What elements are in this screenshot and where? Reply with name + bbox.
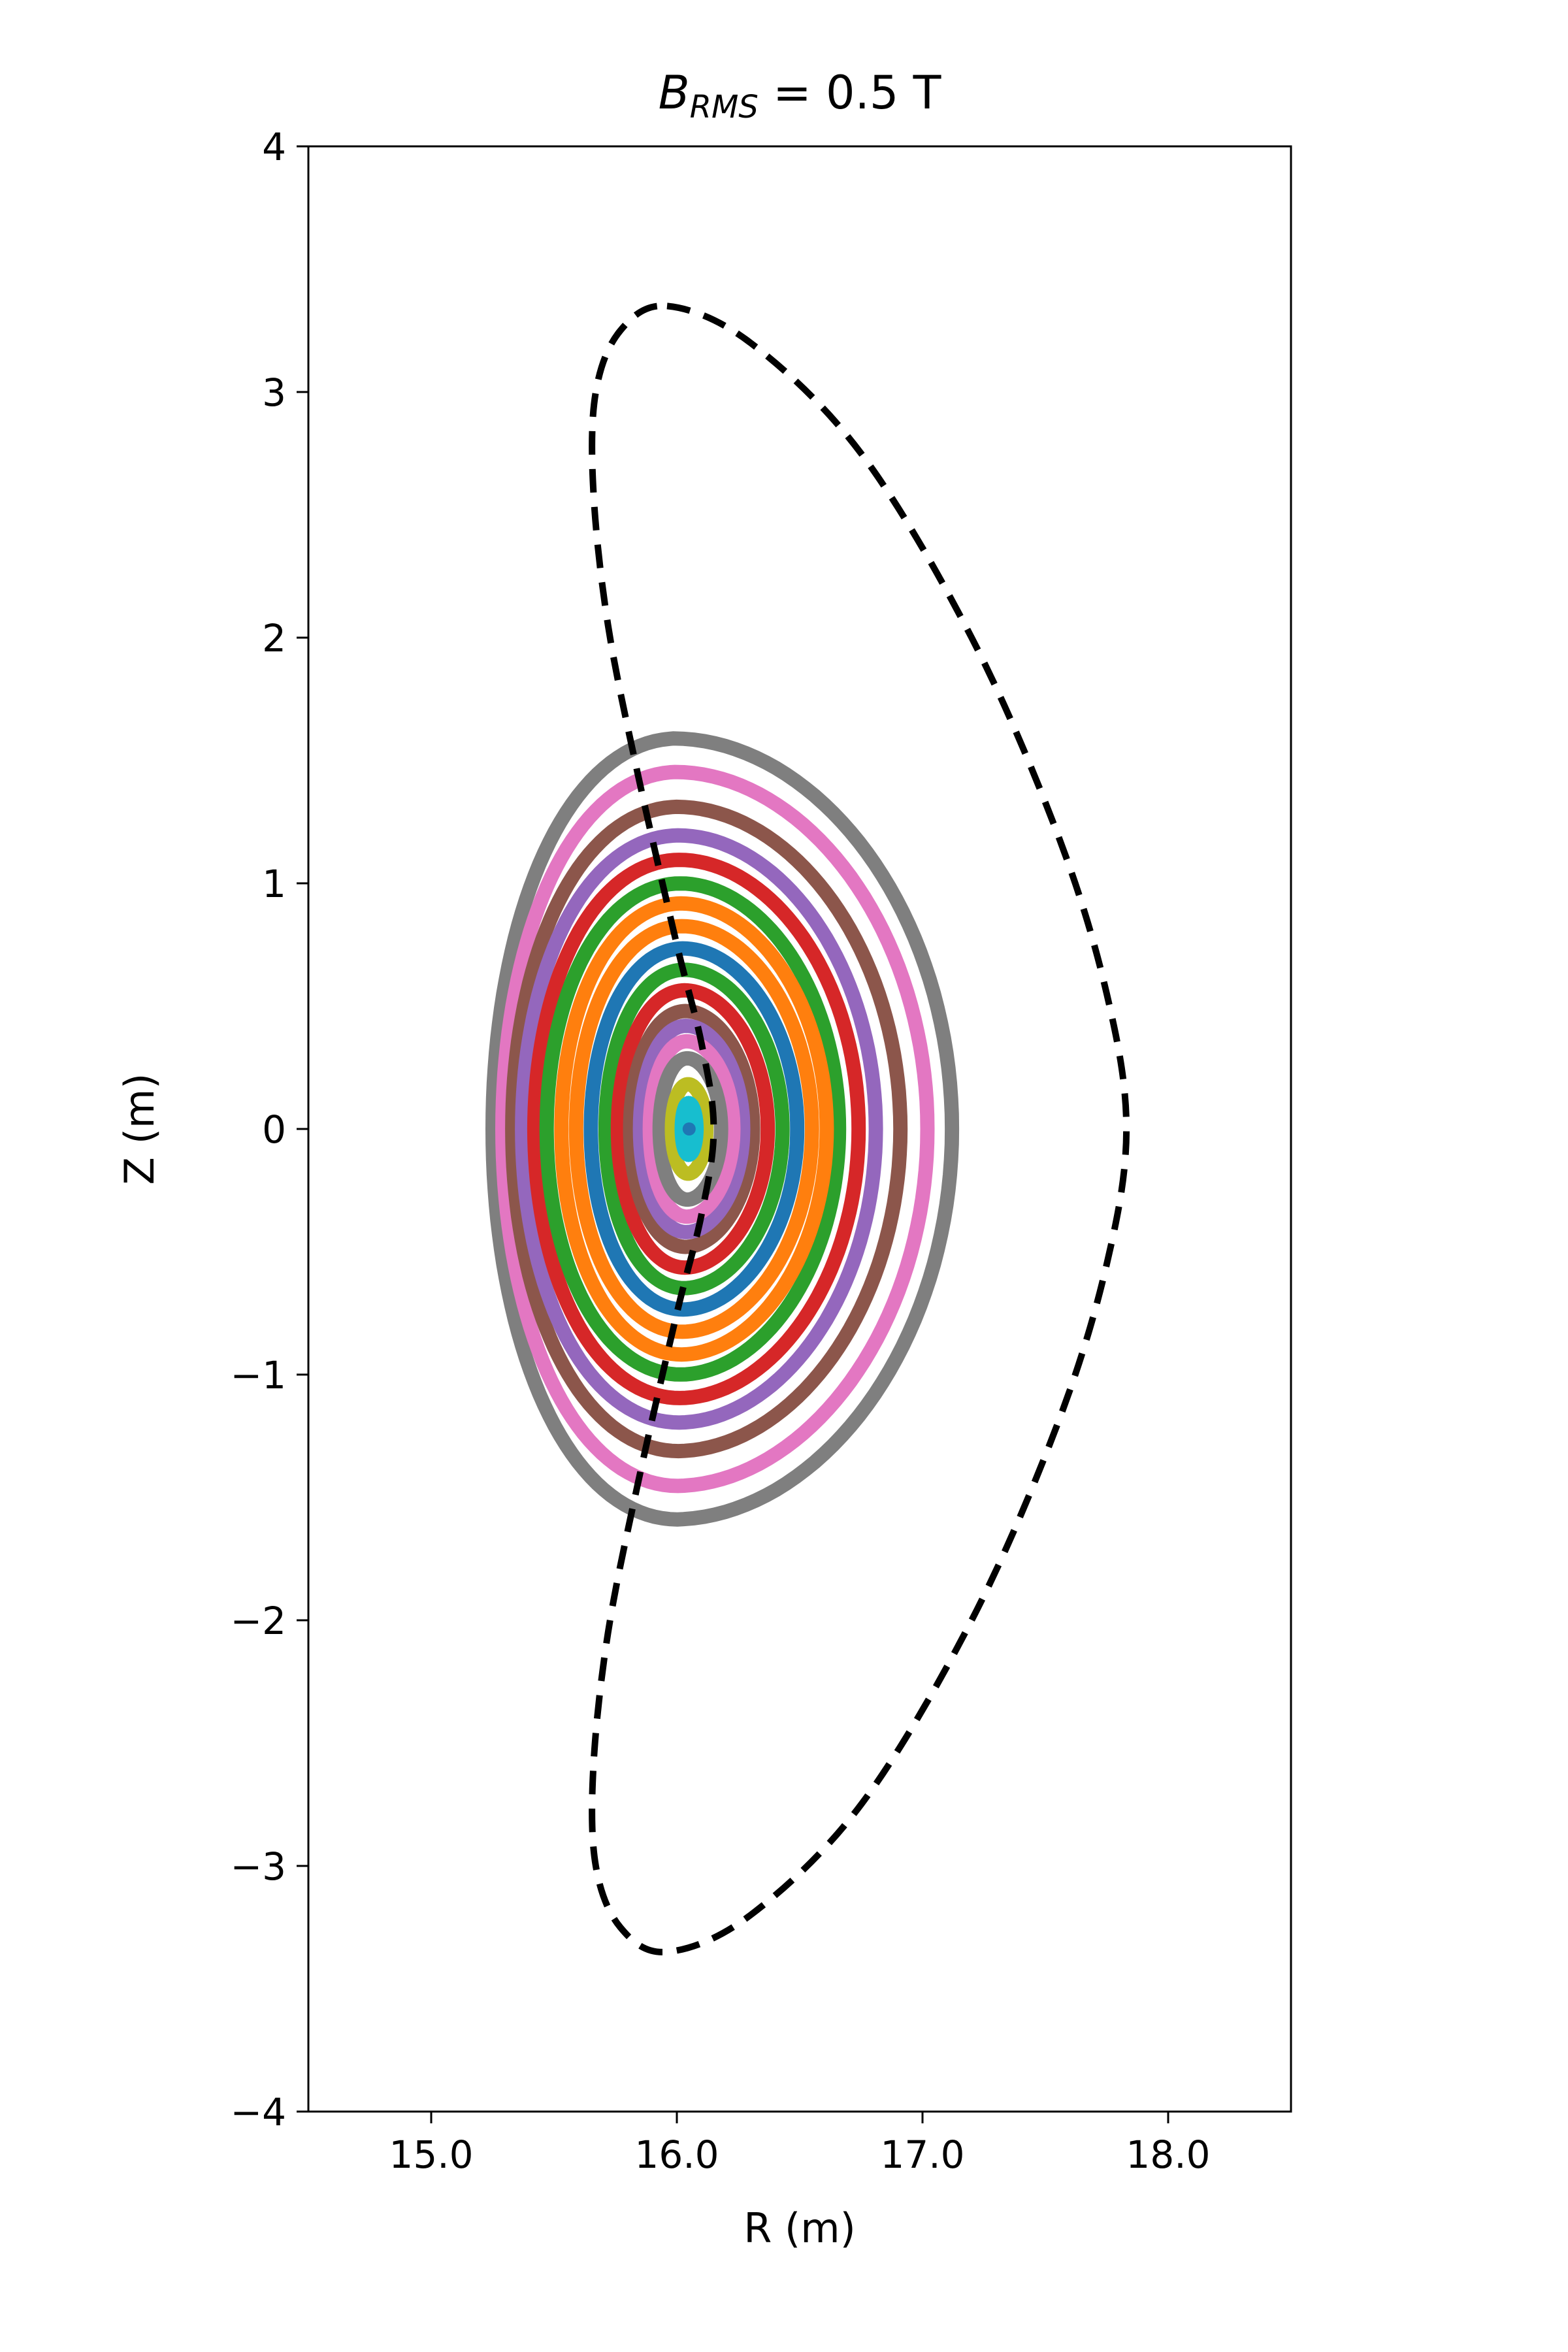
magnetic-axis-dot [682, 1122, 696, 1135]
flux-surface [505, 799, 908, 1459]
flux-surface [583, 941, 805, 1317]
y-tick-label: −2 [231, 1599, 287, 1643]
boundary-curve [589, 302, 1130, 1955]
x-tick-label: 15.0 [389, 2132, 473, 2177]
flux-surface [632, 1019, 751, 1239]
y-tick-label: −3 [231, 1844, 287, 1889]
y-axis-label: Z (m) [116, 1073, 163, 1185]
flux-surface [495, 764, 935, 1494]
y-tick-label: 0 [262, 1107, 286, 1152]
plasma-boundary-dashed [589, 302, 1130, 1955]
y-axis-ticks: −4 −3 −2 −1 0 1 2 3 4 [231, 125, 308, 2134]
y-tick-label: 1 [262, 862, 286, 906]
x-tick-label: 16.0 [634, 2132, 719, 2177]
title-symbol: B [659, 66, 690, 120]
flux-surface [598, 962, 790, 1296]
flux-surface [664, 1077, 714, 1181]
flux-surface [623, 1004, 760, 1254]
magnetic-axis [682, 1122, 696, 1135]
x-axis-label: R (m) [743, 2204, 856, 2252]
y-tick-label: 2 [262, 616, 286, 661]
y-tick-label: 4 [262, 125, 286, 169]
x-axis-ticks: 15.0 16.0 17.0 18.0 [389, 2112, 1211, 2177]
flux-surface [527, 853, 866, 1405]
flux-surface [568, 919, 819, 1339]
x-tick-label: 17.0 [880, 2132, 964, 2177]
flux-surfaces [485, 731, 960, 1527]
flux-surface [642, 1034, 741, 1224]
flux-surface [554, 896, 834, 1362]
chart-title: BRMS = 0.5 T [659, 66, 941, 125]
flux-surface [539, 876, 847, 1382]
y-tick-label: −1 [231, 1353, 287, 1397]
x-tick-label: 18.0 [1126, 2132, 1210, 2177]
y-tick-label: −4 [231, 2090, 287, 2134]
y-tick-label: 3 [262, 370, 286, 415]
title-subscript: RMS [690, 89, 759, 125]
flux-surface [674, 1096, 704, 1162]
flux-surface [515, 828, 883, 1430]
flux-surface [485, 731, 960, 1527]
title-rest: = 0.5 T [759, 66, 941, 120]
flux-surface [610, 983, 776, 1275]
